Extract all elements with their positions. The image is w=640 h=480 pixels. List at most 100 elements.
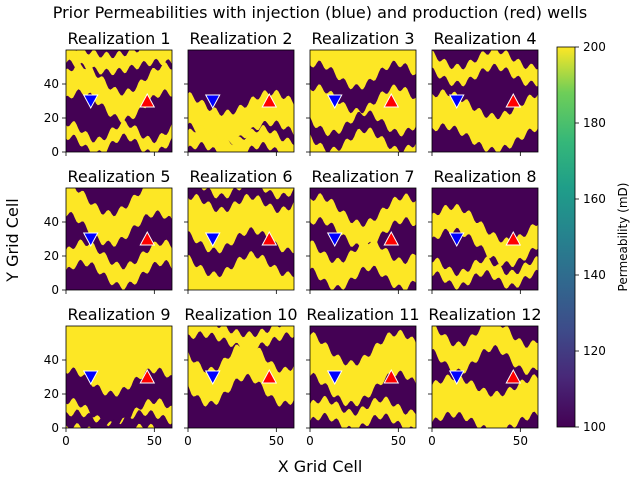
- injection-well-marker: [448, 94, 465, 110]
- panel-title: Realization 12: [428, 305, 541, 324]
- permeability-channel: [310, 329, 416, 407]
- permeability-channel: [188, 188, 294, 213]
- permeability-channel: [66, 119, 172, 152]
- panel-title: Realization 8: [433, 167, 536, 186]
- production-well-marker: [261, 368, 278, 384]
- permeability-channel: [66, 239, 172, 290]
- production-well-marker: [505, 230, 522, 246]
- y-tick-label: 0: [51, 421, 59, 435]
- permeability-channel: [66, 50, 172, 76]
- injection-well-marker: [326, 370, 343, 386]
- colorbar-tick-label: 120: [583, 344, 606, 358]
- colorbar-tick-label: 160: [583, 192, 606, 206]
- permeability-channel: [432, 256, 538, 290]
- panel-title: Realization 5: [67, 167, 170, 186]
- realization-panel: [188, 188, 294, 290]
- injection-well-marker: [326, 94, 343, 110]
- production-well-marker: [505, 368, 522, 384]
- panel-frame: [431, 187, 539, 291]
- panel-title: Realization 10: [184, 305, 297, 324]
- production-well-marker: [383, 92, 400, 108]
- panel-frame: [187, 325, 295, 429]
- permeability-channel: [432, 203, 538, 268]
- panel-title: Realization 4: [433, 29, 536, 48]
- panel-frame: [309, 325, 417, 429]
- realization-panel: [432, 188, 538, 290]
- injection-well-marker: [326, 232, 343, 248]
- permeability-channel: [310, 110, 416, 152]
- permeability-channel: [66, 409, 172, 428]
- y-tick-label: 20: [44, 111, 59, 125]
- realization-panel: [66, 188, 172, 290]
- y-axis-label: Y Grid Cell: [3, 198, 22, 282]
- permeability-channel: [310, 238, 416, 290]
- y-tick-label: 20: [44, 387, 59, 401]
- injection-well-marker: [448, 370, 465, 386]
- realization-panel: [310, 50, 416, 152]
- colorbar-tick-label: 140: [583, 268, 606, 282]
- production-well-marker: [139, 230, 156, 246]
- production-well-marker: [505, 92, 522, 108]
- permeability-channel: [188, 326, 294, 351]
- colorbar: Permeability (mD) 100 120 140 160 180 200: [556, 40, 630, 434]
- panel-frame: [65, 325, 173, 429]
- production-well-marker: [139, 368, 156, 384]
- y-tick-label: 40: [44, 353, 59, 367]
- chart-title: Prior Permeabilities with injection (blu…: [53, 3, 588, 22]
- realization-panel: [66, 50, 172, 152]
- realization-panel: [66, 326, 172, 428]
- panel-frame: [65, 49, 173, 153]
- panel-frame: [65, 187, 173, 291]
- panel-frame: [309, 187, 417, 291]
- injection-well-marker: [82, 370, 99, 386]
- permeability-channel: [432, 50, 538, 87]
- colorbar-tick-label: 180: [583, 116, 606, 130]
- colorbar-label: Permeability (mD): [616, 183, 630, 292]
- x-tick-label: 50: [147, 434, 162, 448]
- injection-well-marker: [204, 232, 221, 248]
- production-well-marker: [139, 92, 156, 108]
- permeability-channel: [432, 326, 538, 375]
- permeability-channel: [66, 188, 172, 247]
- colorbar-tick-label: 100: [583, 420, 606, 434]
- panel-frame: [187, 49, 295, 153]
- panel-frame: [187, 187, 295, 291]
- realization-panel: [310, 326, 416, 428]
- x-tick-label: 50: [391, 434, 406, 448]
- panel-frame: [431, 49, 539, 153]
- panel-title: Realization 1: [67, 29, 170, 48]
- production-well-marker: [261, 230, 278, 246]
- panel-title: Realization 11: [306, 305, 419, 324]
- injection-well-marker: [82, 232, 99, 248]
- realization-panel: [188, 50, 294, 152]
- panel-frame: [309, 49, 417, 153]
- permeability-channel: [188, 339, 294, 407]
- permeability-channel: [310, 395, 416, 428]
- realization-panel: [188, 326, 294, 428]
- injection-well-marker: [82, 94, 99, 110]
- realization-panel: [432, 50, 538, 152]
- x-tick-label: 0: [428, 434, 436, 448]
- y-tick-label: 40: [44, 77, 59, 91]
- x-tick-label: 0: [184, 434, 192, 448]
- panel-title: Realization 2: [189, 29, 292, 48]
- x-tick-label: 50: [269, 434, 284, 448]
- panel-title: Realization 9: [67, 305, 170, 324]
- production-well-marker: [261, 92, 278, 108]
- production-well-marker: [383, 368, 400, 384]
- panel-title: Realization 7: [311, 167, 414, 186]
- x-axis-label: X Grid Cell: [278, 457, 363, 476]
- panel-frame: [431, 325, 539, 429]
- permeability-channel: [188, 125, 294, 152]
- y-tick-label: 0: [51, 145, 59, 159]
- y-tick-label: 40: [44, 215, 59, 229]
- injection-well-marker: [204, 370, 221, 386]
- x-tick-label: 50: [513, 434, 528, 448]
- panel-title: Realization 3: [311, 29, 414, 48]
- colorbar-gradient: [556, 46, 576, 428]
- x-tick-label: 0: [306, 434, 314, 448]
- permeability-channel: [432, 374, 538, 428]
- realization-panel: [310, 188, 416, 290]
